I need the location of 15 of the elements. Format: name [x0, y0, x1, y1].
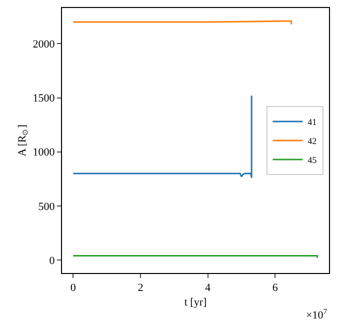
legend-label: 42	[308, 136, 317, 146]
text: ×10$^{7}$	[306, 307, 328, 321]
y-tick-label: 1000	[32, 146, 56, 159]
x-tick-label: 2	[138, 282, 144, 294]
x-tick-label: 0	[70, 282, 76, 294]
x-tick-label: 4	[205, 282, 212, 294]
legend-label: 41	[308, 117, 317, 128]
y-tick-label: 1500	[32, 92, 56, 105]
y-tick-label: 2000	[32, 38, 56, 51]
y-tick-label: 500	[38, 200, 56, 213]
x-tick-label: 6	[272, 282, 278, 294]
line-series	[72, 94, 252, 179]
x-axis-title: t [yr]	[184, 296, 207, 308]
legend-label: 45	[308, 155, 318, 166]
y-tick-label: 0	[49, 254, 56, 267]
